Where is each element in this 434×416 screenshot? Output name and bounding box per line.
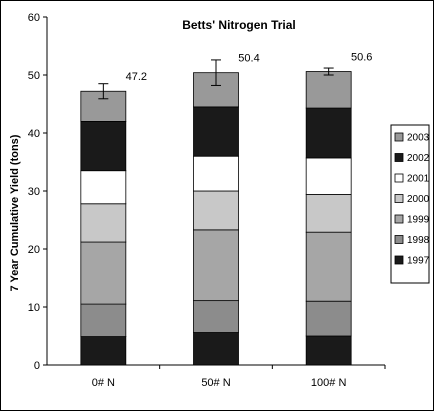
legend-label: 1998 bbox=[407, 235, 430, 246]
bar-segment bbox=[193, 190, 239, 231]
bar-segment bbox=[193, 229, 239, 302]
legend: 2003 2002 2001 2000 1999 1998 1997 bbox=[390, 124, 430, 284]
y-tick-label: 20 bbox=[28, 244, 40, 256]
x-tick-label: 50# N bbox=[201, 377, 230, 389]
bar-segment bbox=[305, 194, 352, 233]
y-tick-label: 50 bbox=[28, 70, 40, 82]
bar-segment bbox=[305, 71, 352, 109]
bar-segment bbox=[305, 231, 352, 302]
y-tick-label: 60 bbox=[28, 12, 40, 24]
bar-segment bbox=[80, 170, 127, 205]
data-label: 47.2 bbox=[126, 71, 147, 83]
legend-swatch bbox=[394, 235, 404, 244]
bar-segment bbox=[305, 107, 352, 159]
bar-segment bbox=[305, 300, 352, 337]
plot-area: 0 10 20 30 40 50 60 47.2 0# N 50.4 50# N 50.6 100# N bbox=[28, 12, 386, 389]
y-tick-label: 10 bbox=[28, 302, 40, 314]
legend-label: 2001 bbox=[407, 174, 430, 185]
bar-segment bbox=[193, 300, 239, 333]
y-tick-label: 0 bbox=[34, 360, 40, 372]
data-label: 50.6 bbox=[351, 52, 372, 64]
bar-segment bbox=[193, 155, 239, 192]
y-tick-label: 40 bbox=[28, 128, 40, 140]
bar-segment bbox=[80, 336, 127, 366]
legend-label: 2000 bbox=[407, 194, 430, 205]
x-tick-label: 0# N bbox=[92, 377, 115, 389]
data-label: 50.4 bbox=[238, 53, 259, 65]
y-tick-label: 30 bbox=[28, 186, 40, 198]
x-tick-label: 100# N bbox=[311, 377, 347, 389]
bar-segment bbox=[80, 303, 127, 337]
legend-swatch bbox=[394, 132, 404, 142]
bar-segment bbox=[193, 106, 239, 157]
legend-swatch bbox=[394, 255, 404, 265]
chart-title: Betts' Nitrogen Trial bbox=[182, 18, 296, 32]
legend-swatch bbox=[394, 214, 404, 224]
legend-label: 1999 bbox=[407, 215, 430, 226]
legend-label: 2002 bbox=[407, 153, 430, 164]
bar-segment bbox=[305, 157, 352, 195]
y-axis-label: 7 Year Cumulative Yield (tons) bbox=[9, 134, 21, 291]
legend-swatch bbox=[394, 194, 404, 203]
legend-swatch bbox=[394, 153, 404, 162]
bar-segment bbox=[80, 121, 127, 172]
legend-label: 1997 bbox=[407, 256, 430, 267]
bar-segment bbox=[193, 332, 239, 366]
legend-label: 2003 bbox=[407, 133, 430, 144]
bar-segment bbox=[80, 203, 127, 243]
bar-segment bbox=[305, 335, 352, 366]
legend-swatch bbox=[394, 173, 404, 183]
bar-segment bbox=[80, 241, 127, 305]
